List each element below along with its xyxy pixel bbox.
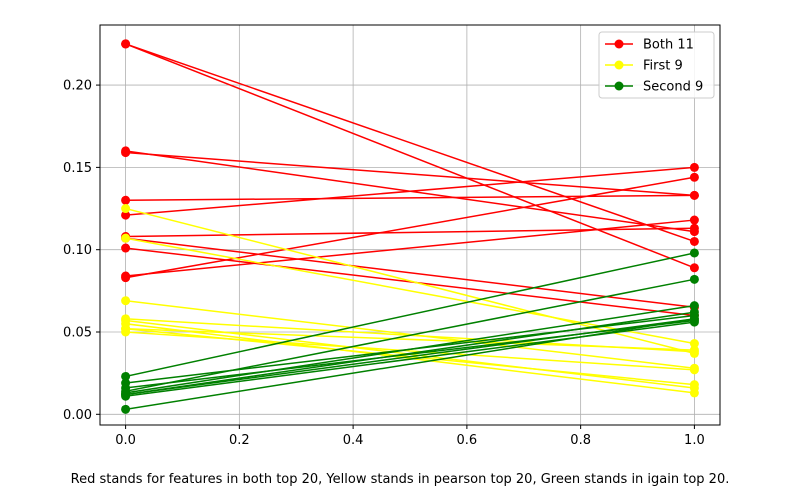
series-2-line-7 (125, 321, 695, 397)
series-0-point-end-1 (689, 263, 699, 273)
x-tick-label: 0.0 (115, 433, 136, 448)
series-0-line-1 (125, 43, 695, 269)
series-0-line-8 (125, 247, 695, 317)
series-1-point-end-1 (689, 339, 699, 349)
series-2-line-5 (125, 318, 695, 396)
x-tick-label: 0.8 (570, 433, 591, 448)
series-2-point-start-8 (121, 404, 131, 414)
series-1-line-0 (125, 207, 695, 355)
series-2-point-end-4 (689, 301, 699, 311)
legend-marker (614, 60, 624, 70)
series-1-point-start-8 (121, 324, 131, 334)
series-1-line-2 (125, 299, 695, 369)
series-1-point-start-2 (121, 296, 131, 306)
series-0-point-end-4 (689, 190, 699, 200)
series-2-point-start-0 (121, 371, 131, 381)
series-1-line-6 (125, 327, 695, 351)
x-tick-label: 1.0 (684, 433, 705, 448)
series-0-line-9 (125, 219, 695, 277)
series-0-line-4 (125, 194, 695, 202)
chart: 0.0 0.2 0.4 0.6 0.8 1.0 0.00 0.05 0.10 0.15 0.20 Bo… (63, 24, 721, 448)
series-2-line-0 (125, 252, 695, 378)
series-2-line-4 (125, 304, 695, 394)
x-tick-label: 0.6 (457, 433, 478, 448)
series-0-point-start-8 (121, 243, 131, 253)
series-0-point-end-10 (689, 172, 699, 182)
series-0-line-5 (125, 166, 695, 216)
y-tick-label: 0.20 (63, 79, 92, 94)
series-2-point-end-3 (689, 274, 699, 284)
series-2-line-3 (125, 278, 695, 392)
legend-label: First 9 (643, 59, 683, 74)
chart-caption: Red stands for features in both top 20, … (70, 472, 730, 487)
series-1-point-end-7 (689, 365, 699, 375)
series-1-point-end-8 (689, 380, 699, 390)
series-0-point-end-9 (689, 215, 699, 225)
series-0-point-start-10 (121, 273, 131, 283)
series-0-point-end-5 (689, 162, 699, 172)
x-tick-label: 0.2 (229, 433, 250, 448)
series-2-point-end-6 (689, 307, 699, 317)
y-tick-label: 0.10 (63, 243, 92, 258)
series-0-line-0 (125, 43, 695, 243)
y-tick-label: 0.00 (63, 408, 92, 423)
series-0-point-end-6 (689, 223, 699, 233)
series-1-point-end-5 (689, 388, 699, 398)
series-1-point-start-1 (121, 233, 131, 243)
y-tick-label: 0.15 (63, 161, 92, 176)
series-0-point-start-4 (121, 195, 131, 205)
plot-frame (99, 24, 721, 426)
series-1-line-1 (125, 237, 695, 345)
legend-marker (614, 81, 624, 91)
legend-label: Second 9 (643, 80, 703, 95)
series-0-line-10 (125, 176, 695, 279)
series-0-line-2 (125, 151, 695, 197)
series-2-line-8 (125, 318, 695, 411)
series-1-point-end-6 (689, 345, 699, 355)
series-2-point-end-0 (689, 248, 699, 258)
legend-box (598, 31, 715, 99)
series-0-point-start-1 (121, 39, 131, 49)
series-2-point-end-8 (689, 314, 699, 324)
series-0-line-7 (125, 237, 695, 309)
y-tick-label: 0.05 (63, 325, 92, 340)
series-0-point-start-5 (121, 210, 131, 220)
legend-label: Both 11 (643, 38, 694, 53)
x-tick-label: 0.4 (343, 433, 364, 448)
series-0-point-end-0 (689, 236, 699, 246)
series-1-point-start-0 (121, 204, 131, 214)
series-2-line-6 (125, 311, 695, 396)
series-2-point-start-7 (121, 391, 131, 401)
series-1-line-5 (125, 323, 695, 394)
series-0-point-start-3 (121, 146, 131, 156)
legend-marker (614, 39, 624, 49)
